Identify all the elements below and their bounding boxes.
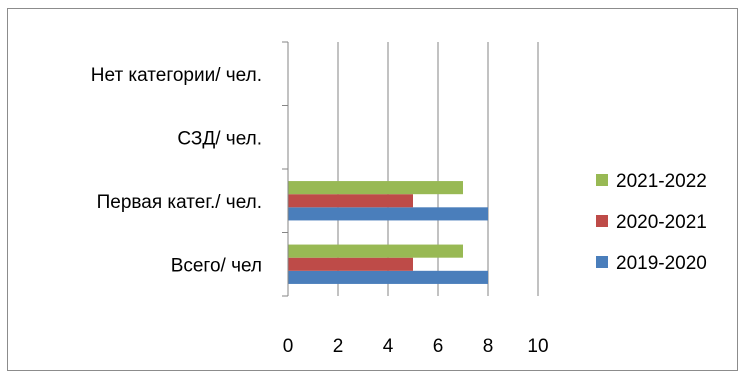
legend: 2021-2022 2020-2021 2019-2020 <box>596 171 707 274</box>
category-label-2: СЗД/ чел. <box>177 128 262 149</box>
axes <box>282 41 289 297</box>
x-tick-label-0: 0 <box>283 336 294 357</box>
legend-label-2021-2022: 2021-2022 <box>616 171 707 192</box>
legend-label-2019-2020: 2019-2020 <box>616 253 707 274</box>
bar-2020-2021-0 <box>288 257 413 271</box>
labels: Всего/ чел Первая катег./ чел. СЗД/ чел. Не… <box>91 65 549 357</box>
x-tick-label-8: 8 <box>483 336 494 357</box>
bars <box>288 181 488 284</box>
legend-swatch-2021-2022 <box>596 174 608 186</box>
category-label-1: Первая катег./ чел. <box>97 192 262 213</box>
x-tick-label-6: 6 <box>433 336 444 357</box>
x-tick-label-10: 10 <box>527 336 548 357</box>
bar-2019-2020-1 <box>288 207 488 221</box>
category-label-3: Нет категории/ чел. <box>91 65 262 86</box>
bar-2020-2021-1 <box>288 194 413 208</box>
legend-swatch-2019-2020 <box>596 256 608 268</box>
x-tick-label-4: 4 <box>383 336 394 357</box>
legend-swatch-2020-2021 <box>596 215 608 227</box>
x-tick-label-2: 2 <box>333 336 344 357</box>
category-label-0: Всего/ чел <box>171 255 262 276</box>
bar-2019-2020-0 <box>288 270 488 284</box>
bar-2021-2022-1 <box>288 181 463 195</box>
legend-label-2020-2021: 2020-2021 <box>616 212 707 233</box>
bar-2021-2022-0 <box>288 244 463 258</box>
